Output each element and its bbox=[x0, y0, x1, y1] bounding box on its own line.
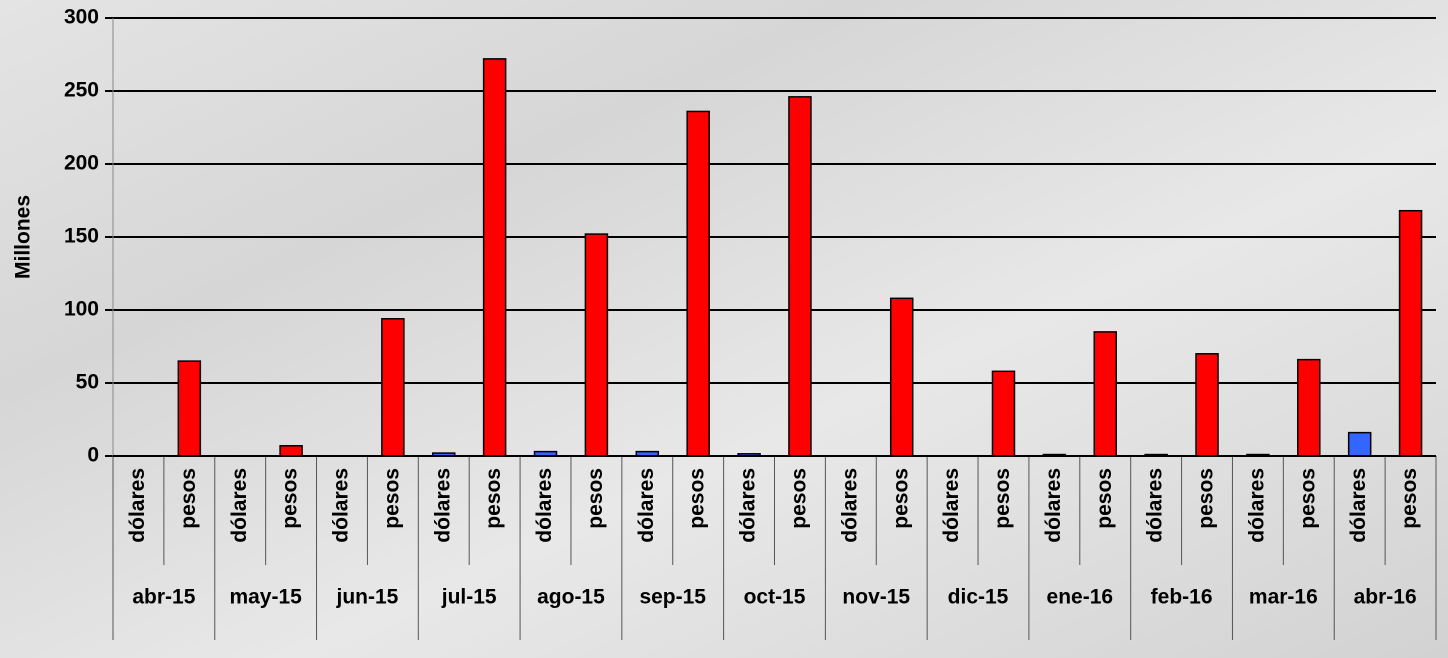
bar bbox=[177, 360, 202, 457]
sub-category-label: dólares bbox=[737, 468, 760, 543]
sub-category-label: dólares bbox=[533, 468, 556, 543]
sub-category-label: dólares bbox=[330, 468, 353, 543]
x-tick-label: feb-16 bbox=[1151, 586, 1213, 609]
y-tick-label: 200 bbox=[64, 152, 99, 175]
x-tick-label: sep-15 bbox=[639, 586, 706, 609]
sub-category-label: dólares bbox=[635, 468, 658, 543]
sub-category-label: pesos bbox=[1093, 468, 1116, 529]
x-tick-label: jun-15 bbox=[336, 586, 399, 609]
sub-category-label: pesos bbox=[177, 468, 200, 529]
y-tick-label: 100 bbox=[64, 298, 99, 321]
x-tick-label: mar-16 bbox=[1249, 586, 1318, 609]
sub-category-label: pesos bbox=[787, 468, 810, 529]
x-tick-label: dic-15 bbox=[948, 586, 1009, 609]
sub-category-label: dólares bbox=[431, 468, 454, 543]
bar bbox=[686, 110, 710, 457]
x-tick-label: nov-15 bbox=[842, 586, 910, 609]
bar bbox=[482, 58, 507, 457]
bar bbox=[584, 233, 609, 457]
sub-category-label: dólares bbox=[1042, 468, 1065, 543]
sub-category-label: pesos bbox=[889, 468, 912, 529]
sub-category-label: dólares bbox=[126, 468, 149, 543]
y-tick-label: 300 bbox=[64, 6, 99, 29]
bar bbox=[889, 297, 914, 457]
sub-category-label: pesos bbox=[380, 468, 403, 529]
bar bbox=[1093, 331, 1117, 457]
bar bbox=[1347, 431, 1372, 457]
sub-category-label: pesos bbox=[584, 468, 607, 529]
y-tick-label: 50 bbox=[76, 371, 99, 394]
bar bbox=[788, 96, 812, 457]
sub-category-label: pesos bbox=[1398, 468, 1421, 529]
x-tick-label: oct-15 bbox=[744, 586, 806, 609]
y-axis-label: Millones bbox=[12, 195, 35, 279]
bar bbox=[1297, 358, 1321, 457]
sub-category-label: dólares bbox=[228, 468, 251, 543]
sub-category-label: pesos bbox=[482, 468, 505, 529]
bar bbox=[381, 318, 405, 457]
sub-category-label: dólares bbox=[1347, 468, 1370, 543]
bar bbox=[991, 370, 1016, 457]
y-tick-label: 250 bbox=[64, 79, 99, 102]
sub-category-label: dólares bbox=[1245, 468, 1268, 543]
bar bbox=[279, 445, 303, 457]
x-tick-label: ago-15 bbox=[537, 586, 605, 609]
x-tick-label: may-15 bbox=[229, 586, 302, 609]
sub-category-label: dólares bbox=[838, 468, 861, 543]
sub-category-label: pesos bbox=[686, 468, 709, 529]
y-tick-label: 150 bbox=[64, 225, 99, 248]
sub-category-label: pesos bbox=[279, 468, 302, 529]
sub-category-label: dólares bbox=[940, 468, 963, 543]
sub-category-label: pesos bbox=[1195, 468, 1218, 529]
x-tick-label: jul-15 bbox=[441, 586, 497, 609]
y-tick-label: 0 bbox=[87, 444, 99, 467]
sub-category-label: dólares bbox=[1144, 468, 1167, 543]
bar bbox=[1398, 209, 1423, 457]
sub-category-label: pesos bbox=[991, 468, 1014, 529]
x-tick-label: ene-16 bbox=[1047, 586, 1114, 609]
bar bbox=[1195, 353, 1219, 457]
sub-category-label: pesos bbox=[1296, 468, 1319, 529]
x-tick-label: abr-15 bbox=[132, 586, 195, 609]
x-tick-label: abr-16 bbox=[1354, 586, 1417, 609]
